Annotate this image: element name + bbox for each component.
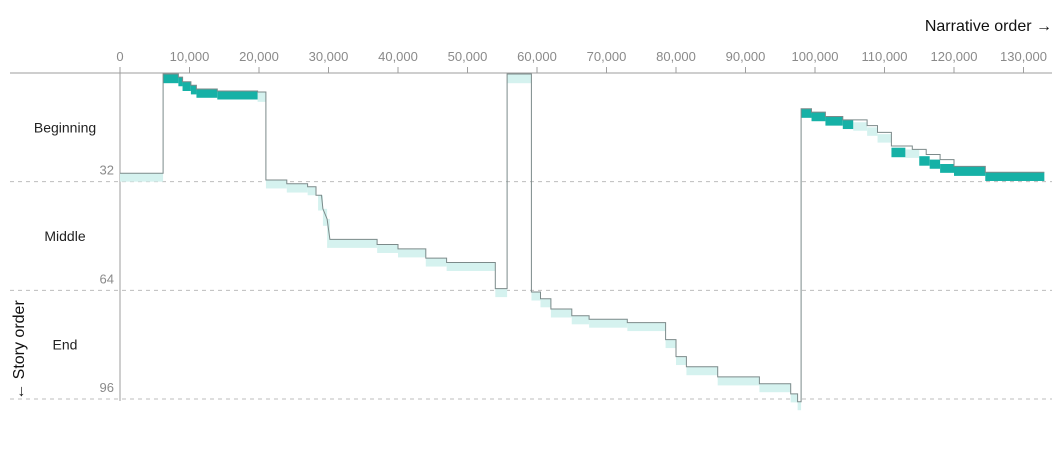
- section-label-middle: Middle: [44, 228, 85, 244]
- band-dark: [891, 147, 906, 158]
- x-tick-label: 110,000: [861, 49, 907, 64]
- x-tick-label: 20,000: [239, 49, 279, 64]
- x-tick-label: 120,000: [931, 49, 978, 64]
- section-label-end: End: [53, 337, 78, 353]
- band-light: [318, 195, 323, 211]
- y-tick-label: 96: [100, 380, 114, 395]
- band-dark: [163, 74, 179, 84]
- band-dark: [954, 166, 986, 176]
- band-light: [307, 186, 316, 196]
- band-light: [627, 322, 666, 332]
- band-light: [676, 356, 687, 366]
- band-light: [867, 127, 878, 136]
- x-tick-label: 70,000: [587, 49, 627, 64]
- band-light: [905, 149, 920, 158]
- band-light: [265, 179, 287, 189]
- band-light: [759, 383, 791, 393]
- band-dark: [196, 88, 218, 98]
- x-tick-label: 90,000: [726, 49, 766, 64]
- series-line: [120, 73, 1045, 403]
- band-dark: [190, 85, 197, 95]
- band-light: [686, 366, 718, 376]
- band-dark: [182, 81, 191, 91]
- band-light: [327, 219, 330, 248]
- band-light: [446, 262, 496, 271]
- band-light: [853, 122, 868, 131]
- y-tick-label: 64: [100, 271, 114, 286]
- band-dark: [217, 90, 258, 100]
- band-dark: [985, 172, 1045, 181]
- band-dark: [801, 108, 812, 118]
- band-light: [717, 376, 760, 386]
- x-tick-label: 30,000: [309, 49, 349, 64]
- band-dark: [919, 156, 930, 166]
- band-dark: [940, 164, 954, 173]
- band-dark: [929, 159, 941, 169]
- band-dark: [825, 116, 843, 126]
- x-axis-title: Narrative order →: [925, 18, 1052, 35]
- band-light: [286, 183, 308, 193]
- x-tick-label: 60,000: [517, 49, 557, 64]
- band-light: [120, 173, 164, 182]
- x-tick-label: 80,000: [656, 49, 696, 64]
- band-dark: [811, 112, 826, 122]
- x-tick-label: 100,000: [792, 49, 839, 64]
- band-light: [495, 288, 508, 298]
- y-axis-title: ← Story order: [11, 300, 28, 400]
- band-light: [377, 244, 398, 253]
- band-light: [531, 292, 541, 301]
- band-light: [540, 298, 551, 308]
- band-light: [589, 319, 628, 328]
- band-light: [425, 258, 447, 267]
- band-light: [507, 74, 532, 84]
- x-tick-label: 0: [116, 49, 123, 64]
- band-light: [550, 309, 572, 318]
- band-light: [797, 401, 802, 411]
- band-dark: [178, 77, 183, 87]
- x-tick-label: 50,000: [448, 49, 488, 64]
- x-tick-label: 130,000: [1000, 49, 1047, 64]
- band-light: [790, 393, 798, 403]
- band-light: [322, 208, 328, 226]
- band-light: [398, 248, 426, 258]
- section-label-beginning: Beginning: [34, 119, 96, 135]
- band-dark: [842, 119, 854, 130]
- band-light: [571, 315, 590, 325]
- band-light: [877, 134, 892, 143]
- x-tick-label: 40,000: [378, 49, 418, 64]
- x-tick-label: 10,000: [170, 49, 210, 64]
- band-light: [257, 92, 266, 102]
- y-tick-label: 32: [100, 163, 114, 178]
- band-light: [665, 339, 676, 349]
- band-light: [329, 239, 378, 248]
